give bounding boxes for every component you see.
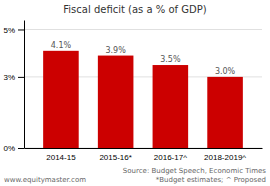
grid-line	[24, 29, 262, 30]
x-axis-line	[25, 148, 263, 149]
y-axis-line	[24, 21, 25, 149]
data-label: 3.9%	[105, 46, 126, 55]
plot: 0% 3% 5% 2014-15 2015-16* 2016-17^ 2018-2019^ 4…	[3, 21, 262, 162]
data-label: 3.5%	[160, 55, 181, 64]
y-tick-label: 3%	[3, 73, 15, 82]
data-label: 3.0%	[215, 67, 236, 76]
chart: 0% 3% 5% 2014-15 2015-16* 2016-17^ 2018-2019^ 4…	[0, 0, 270, 186]
title: Fiscal deficit (as a % of GDP)	[63, 4, 206, 15]
footer: www.equitymaster.com	[4, 176, 86, 184]
bar	[153, 65, 189, 148]
x-tick: 2015-16*	[99, 148, 131, 162]
x-tick-label: 2015-16*	[99, 153, 131, 162]
y-tick-mark	[18, 148, 24, 149]
bars	[43, 51, 243, 148]
footer: Source: Budget Speech, Economic Times	[123, 167, 267, 175]
data-labels: 4.1% 3.9% 3.5% 3.0%	[51, 41, 236, 76]
data-label: 4.1%	[51, 41, 72, 50]
bar	[43, 51, 79, 148]
grid	[24, 29, 262, 148]
y-tick-label: 5%	[3, 26, 15, 35]
y-tick-mark	[18, 29, 24, 30]
y-tick: 5%	[3, 26, 24, 35]
x-tick-label: 2018-2019^	[204, 153, 246, 162]
x-tick-label: 2014-15	[46, 153, 76, 162]
y-axis: 0% 3% 5%	[3, 21, 24, 154]
y-tick: 3%	[3, 73, 24, 82]
footer: *Budget estimates; ^ Proposed	[156, 176, 266, 184]
x-tick: 2014-15	[46, 148, 76, 162]
y-tick: 0%	[3, 144, 24, 153]
y-tick-label: 0%	[3, 144, 15, 153]
x-tick-label: 2016-17^	[154, 153, 187, 162]
x-axis: 2014-15 2015-16* 2016-17^ 2018-2019^	[25, 148, 263, 162]
bar	[207, 77, 243, 148]
bar	[98, 56, 134, 148]
x-tick: 2018-2019^	[204, 148, 246, 162]
x-tick: 2016-17^	[154, 148, 187, 162]
y-tick-mark	[18, 77, 24, 78]
